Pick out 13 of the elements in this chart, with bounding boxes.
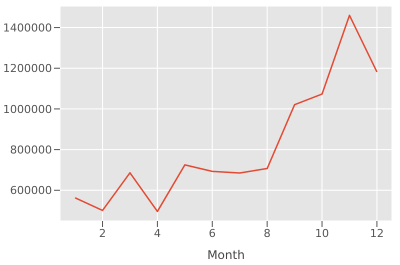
x-tick-label: 2 (99, 226, 106, 240)
y-tick-label: 1200000 (3, 62, 52, 76)
x-tick-label: 6 (208, 226, 216, 240)
y-tick-label: 600000 (10, 184, 52, 198)
x-tick-label: 12 (370, 226, 384, 240)
line-series (74, 14, 378, 212)
y-tick-label: 800000 (10, 144, 52, 157)
y-tick-label: 1400000 (3, 21, 52, 34)
x-tick-label: 4 (154, 226, 161, 240)
x-axis-title: Month (207, 248, 245, 262)
x-tick-label: 8 (264, 226, 271, 240)
y-tick-label: 1000000 (3, 102, 52, 116)
x-tick-label: 10 (315, 226, 330, 240)
